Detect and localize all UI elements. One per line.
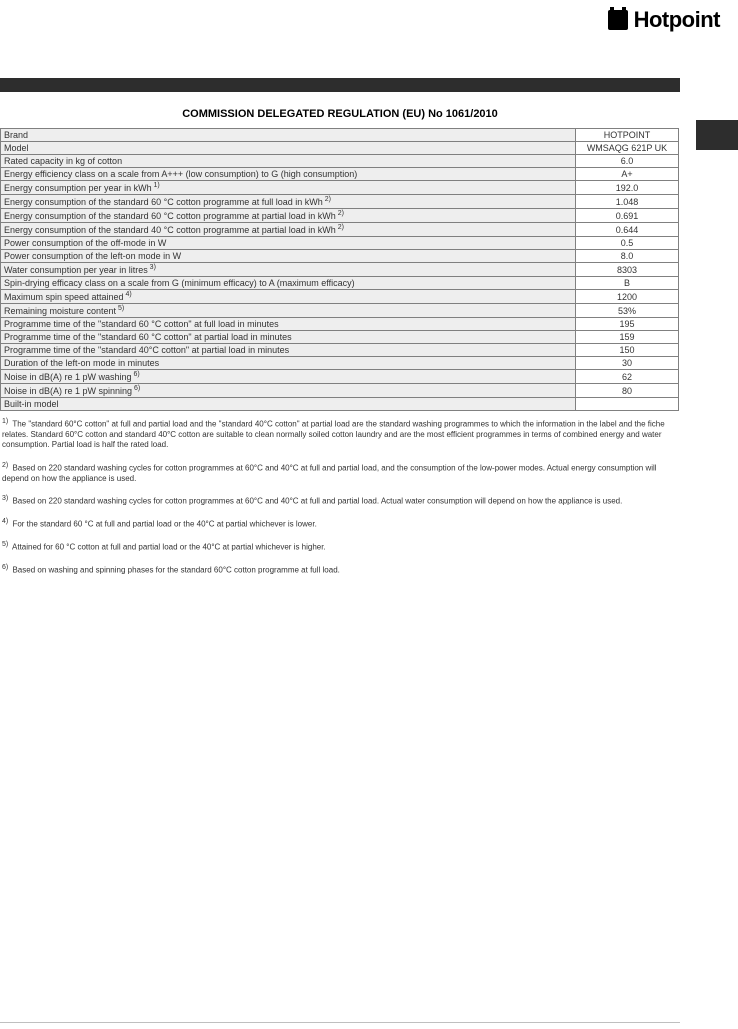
footnote: 1) The "standard 60°C cotton" at full an… [2,417,676,451]
table-row: Programme time of the "standard 40°C cot… [1,344,679,357]
table-row: Programme time of the "standard 60 °C co… [1,318,679,331]
spec-value: A+ [576,168,679,181]
spec-label: Spin-drying efficacy class on a scale fr… [1,277,576,290]
spec-label: Rated capacity in kg of cotton [1,155,576,168]
regulation-title: COMMISSION DELEGATED REGULATION (EU) No … [0,92,680,128]
spec-label: Energy consumption per year in kWh 1) [1,181,576,195]
spec-table: BrandHOTPOINTModelWMSAQG 621P UKRated ca… [0,128,679,411]
spec-value: 8303 [576,263,679,277]
spec-label: Power consumption of the left-on mode in… [1,250,576,263]
spec-value: 0.5 [576,237,679,250]
spec-value: 195 [576,318,679,331]
brand-logo: Hotpoint [608,7,720,33]
table-row: Built-in model [1,398,679,411]
page-header: Hotpoint [0,0,738,40]
spec-label: Energy consumption of the standard 60 °C… [1,195,576,209]
table-row: Energy consumption of the standard 40 °C… [1,223,679,237]
spec-value: 30 [576,357,679,370]
spec-label: Power consumption of the off-mode in W [1,237,576,250]
main-content: COMMISSION DELEGATED REGULATION (EU) No … [0,92,680,576]
spec-value: B [576,277,679,290]
spec-value: 159 [576,331,679,344]
spec-value: 1.048 [576,195,679,209]
spec-label: Built-in model [1,398,576,411]
table-row: Spin-drying efficacy class on a scale fr… [1,277,679,290]
table-row: Programme time of the "standard 60 °C co… [1,331,679,344]
spec-value: 1200 [576,290,679,304]
spec-value: 150 [576,344,679,357]
side-tab [696,120,738,150]
spec-label: Maximum spin speed attained 4) [1,290,576,304]
table-row: Energy consumption per year in kWh 1)192… [1,181,679,195]
table-row: Energy consumption of the standard 60 °C… [1,195,679,209]
spec-label: Water consumption per year in litres 3) [1,263,576,277]
spec-value: 53% [576,304,679,318]
spec-value [576,398,679,411]
spec-label: Remaining moisture content 5) [1,304,576,318]
footer-line [0,1022,680,1023]
table-row: Maximum spin speed attained 4)1200 [1,290,679,304]
separator-bar [0,78,680,92]
table-row: BrandHOTPOINT [1,129,679,142]
table-row: Noise in dB(A) re 1 pW spinning 6)80 [1,384,679,398]
footnote: 3) Based on 220 standard washing cycles … [2,494,676,507]
spec-value: 8.0 [576,250,679,263]
spec-label: Model [1,142,576,155]
spec-label: Energy efficiency class on a scale from … [1,168,576,181]
spec-label: Energy consumption of the standard 60 °C… [1,209,576,223]
brand-name: Hotpoint [634,7,720,33]
spec-value: WMSAQG 621P UK [576,142,679,155]
footnote: 6) Based on washing and spinning phases … [2,563,676,576]
table-row: ModelWMSAQG 621P UK [1,142,679,155]
spec-value: 80 [576,384,679,398]
footnote: 5) Attained for 60 °C cotton at full and… [2,540,676,553]
table-row: Energy efficiency class on a scale from … [1,168,679,181]
spec-label: Noise in dB(A) re 1 pW washing 6) [1,370,576,384]
spec-value: 62 [576,370,679,384]
spec-label: Duration of the left-on mode in minutes [1,357,576,370]
spec-value: 192.0 [576,181,679,195]
spec-value: HOTPOINT [576,129,679,142]
spec-value: 0.691 [576,209,679,223]
table-row: Duration of the left-on mode in minutes3… [1,357,679,370]
plug-icon [608,10,628,30]
table-row: Noise in dB(A) re 1 pW washing 6)62 [1,370,679,384]
table-row: Rated capacity in kg of cotton6.0 [1,155,679,168]
spec-value: 0.644 [576,223,679,237]
footnotes: 1) The "standard 60°C cotton" at full an… [0,411,678,576]
table-row: Power consumption of the left-on mode in… [1,250,679,263]
footnote: 2) Based on 220 standard washing cycles … [2,461,676,484]
spec-label: Programme time of the "standard 60 °C co… [1,318,576,331]
spec-label: Brand [1,129,576,142]
spec-label: Programme time of the "standard 60 °C co… [1,331,576,344]
table-row: Power consumption of the off-mode in W0.… [1,237,679,250]
table-row: Remaining moisture content 5)53% [1,304,679,318]
table-row: Energy consumption of the standard 60 °C… [1,209,679,223]
spec-label: Programme time of the "standard 40°C cot… [1,344,576,357]
footnote: 4) For the standard 60 °C at full and pa… [2,517,676,530]
spec-label: Noise in dB(A) re 1 pW spinning 6) [1,384,576,398]
table-row: Water consumption per year in litres 3)8… [1,263,679,277]
spec-label: Energy consumption of the standard 40 °C… [1,223,576,237]
spec-value: 6.0 [576,155,679,168]
